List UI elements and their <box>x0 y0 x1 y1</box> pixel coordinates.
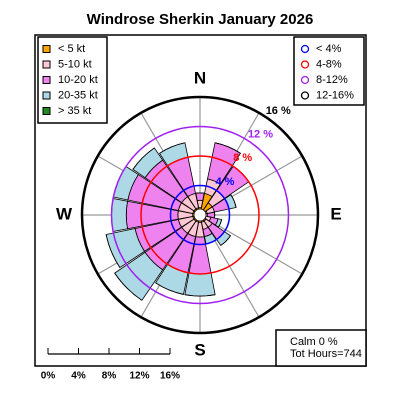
chart-title: Windrose Sherkin January 2026 <box>87 11 314 28</box>
ring <box>80 95 320 335</box>
wedge <box>111 198 129 232</box>
ring-label: 4 % <box>215 176 234 188</box>
compass-label: S <box>194 340 205 359</box>
legend-circle <box>300 60 310 69</box>
legend-swatch <box>42 91 51 100</box>
legend-circle <box>300 44 310 54</box>
legend-label: > 35 kt <box>58 105 91 117</box>
ring-label: 8 % <box>233 152 252 164</box>
compass-label: W <box>56 204 73 223</box>
legend-swatch <box>42 107 51 115</box>
legend-swatch <box>42 76 51 84</box>
legend-label: 12-16% <box>316 89 354 101</box>
wedge <box>132 147 155 170</box>
annotation: Calm 0 % <box>290 336 338 348</box>
legend-label: 20-35 kt <box>58 89 98 101</box>
scale-label: 12% <box>129 371 149 382</box>
ring <box>140 155 260 275</box>
legend-label: 8-12% <box>316 74 348 86</box>
legend-swatch <box>42 45 51 53</box>
scale-label: 16% <box>160 371 180 382</box>
legend-label: 10-20 kt <box>58 74 98 86</box>
ring-label: 12 % <box>248 129 273 141</box>
legend-circle <box>300 91 310 100</box>
annotation: Tot Hours=744 <box>290 348 362 360</box>
wedge <box>114 272 143 301</box>
legend-swatch <box>42 60 51 69</box>
plot-frame <box>34 34 367 367</box>
wedge <box>155 282 184 295</box>
ring-legend-box <box>293 36 365 106</box>
legend-circle <box>300 75 310 85</box>
legend-label: 4-8% <box>316 58 342 70</box>
compass-label: N <box>194 68 206 87</box>
wedge <box>184 272 216 297</box>
ring-label: 16 % <box>266 105 291 117</box>
legend-label: < 5 kt <box>58 43 85 55</box>
legend-label: 5-10 kt <box>58 58 92 70</box>
legend-label: < 4% <box>316 43 342 55</box>
ring <box>169 184 231 246</box>
compass-label: E <box>330 204 341 223</box>
ring <box>110 125 290 305</box>
scale-label: 4% <box>71 371 86 382</box>
scale-label: 0% <box>41 371 56 382</box>
scale-label: 8% <box>102 371 117 382</box>
wedge <box>159 142 186 154</box>
center <box>193 208 207 222</box>
note-box <box>275 329 367 367</box>
